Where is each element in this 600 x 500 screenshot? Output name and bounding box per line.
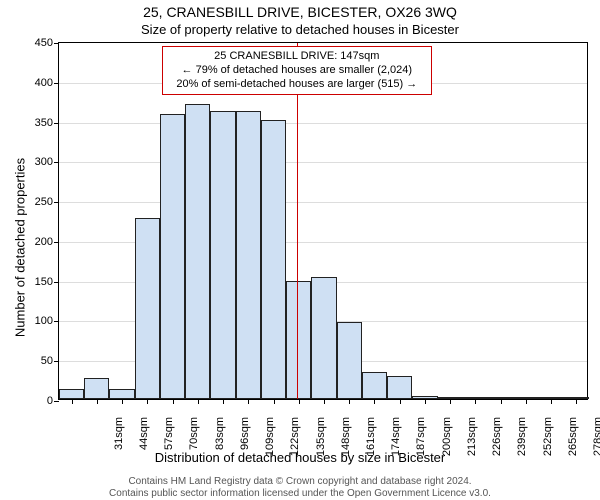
- x-tick-mark: [349, 399, 350, 404]
- x-tick-mark: [223, 399, 224, 404]
- histogram-bar: [109, 389, 134, 399]
- marker-annotation-line: 20% of semi-detached houses are larger (…: [169, 78, 425, 92]
- y-axis-label: Number of detached properties: [13, 48, 28, 448]
- y-tick-label: 350: [35, 117, 53, 129]
- marker-annotation-line: 25 CRANESBILL DRIVE: 147sqm: [169, 50, 425, 64]
- x-tick-label: 135sqm: [315, 417, 327, 467]
- y-tick-mark: [54, 321, 59, 322]
- x-tick-label: 148sqm: [340, 417, 352, 467]
- x-tick-mark: [425, 399, 426, 404]
- x-tick-mark: [147, 399, 148, 404]
- x-tick-label: 265sqm: [567, 417, 579, 467]
- y-tick-mark: [54, 282, 59, 283]
- x-tick-mark: [501, 399, 502, 404]
- x-tick-label: 161sqm: [365, 417, 377, 467]
- y-tick-label: 0: [47, 395, 53, 407]
- x-tick-mark: [324, 399, 325, 404]
- x-tick-label: 31sqm: [113, 417, 125, 467]
- y-tick-label: 100: [35, 315, 53, 327]
- y-tick-mark: [54, 361, 59, 362]
- x-tick-mark: [299, 399, 300, 404]
- x-tick-label: 70sqm: [188, 417, 200, 467]
- histogram-bar: [135, 218, 160, 399]
- marker-annotation: 25 CRANESBILL DRIVE: 147sqm← 79% of deta…: [162, 46, 432, 95]
- histogram-bar: [286, 281, 311, 399]
- x-tick-mark: [122, 399, 123, 404]
- x-tick-label: 278sqm: [592, 417, 600, 467]
- x-tick-mark: [576, 399, 577, 404]
- chart-container: 25, CRANESBILL DRIVE, BICESTER, OX26 3WQ…: [0, 0, 600, 500]
- gridline: [59, 202, 587, 203]
- histogram-bar: [387, 376, 412, 399]
- y-tick-mark: [54, 401, 59, 402]
- x-tick-label: 200sqm: [441, 417, 453, 467]
- x-tick-label: 83sqm: [214, 417, 226, 467]
- x-tick-mark: [173, 399, 174, 404]
- y-tick-label: 150: [35, 276, 53, 288]
- histogram-bar: [362, 372, 387, 399]
- x-tick-label: 109sqm: [264, 417, 276, 467]
- y-tick-label: 50: [41, 355, 53, 367]
- x-tick-mark: [72, 399, 73, 404]
- x-tick-label: 96sqm: [239, 417, 251, 467]
- x-tick-mark: [450, 399, 451, 404]
- x-tick-label: 226sqm: [491, 417, 503, 467]
- y-tick-label: 300: [35, 156, 53, 168]
- x-tick-mark: [274, 399, 275, 404]
- marker-line: [297, 43, 298, 399]
- histogram-bar: [337, 322, 362, 399]
- x-tick-label: 44sqm: [138, 417, 150, 467]
- y-tick-label: 450: [35, 37, 53, 49]
- y-tick-mark: [54, 83, 59, 84]
- plot-area: 05010015020025030035040045031sqm44sqm57s…: [58, 42, 588, 400]
- histogram-bar: [236, 111, 261, 399]
- credit-text: Contains HM Land Registry data © Crown c…: [0, 476, 600, 499]
- x-tick-label: 239sqm: [516, 417, 528, 467]
- gridline: [59, 162, 587, 163]
- x-tick-label: 122sqm: [289, 417, 301, 467]
- x-tick-mark: [374, 399, 375, 404]
- x-tick-label: 57sqm: [163, 417, 175, 467]
- histogram-bar: [311, 277, 336, 400]
- histogram-bar: [84, 378, 109, 399]
- y-tick-label: 400: [35, 77, 53, 89]
- y-tick-label: 250: [35, 196, 53, 208]
- histogram-bar: [185, 104, 210, 399]
- chart-title: 25, CRANESBILL DRIVE, BICESTER, OX26 3WQ: [0, 4, 600, 20]
- x-tick-mark: [400, 399, 401, 404]
- x-tick-label: 174sqm: [390, 417, 402, 467]
- y-tick-mark: [54, 202, 59, 203]
- histogram-bar: [210, 111, 235, 399]
- x-tick-mark: [551, 399, 552, 404]
- y-tick-mark: [54, 43, 59, 44]
- chart-subtitle: Size of property relative to detached ho…: [0, 22, 600, 37]
- y-tick-mark: [54, 242, 59, 243]
- x-tick-mark: [97, 399, 98, 404]
- histogram-bar: [59, 389, 84, 399]
- histogram-bar: [160, 114, 185, 399]
- y-tick-label: 200: [35, 236, 53, 248]
- y-tick-mark: [54, 162, 59, 163]
- marker-annotation-line: ← 79% of detached houses are smaller (2,…: [169, 64, 425, 78]
- x-tick-label: 252sqm: [542, 417, 554, 467]
- x-tick-label: 213sqm: [466, 417, 478, 467]
- x-tick-label: 187sqm: [415, 417, 427, 467]
- x-tick-mark: [198, 399, 199, 404]
- y-tick-mark: [54, 123, 59, 124]
- histogram-bar: [261, 120, 286, 399]
- x-tick-mark: [248, 399, 249, 404]
- x-tick-mark: [526, 399, 527, 404]
- gridline: [59, 123, 587, 124]
- x-tick-mark: [475, 399, 476, 404]
